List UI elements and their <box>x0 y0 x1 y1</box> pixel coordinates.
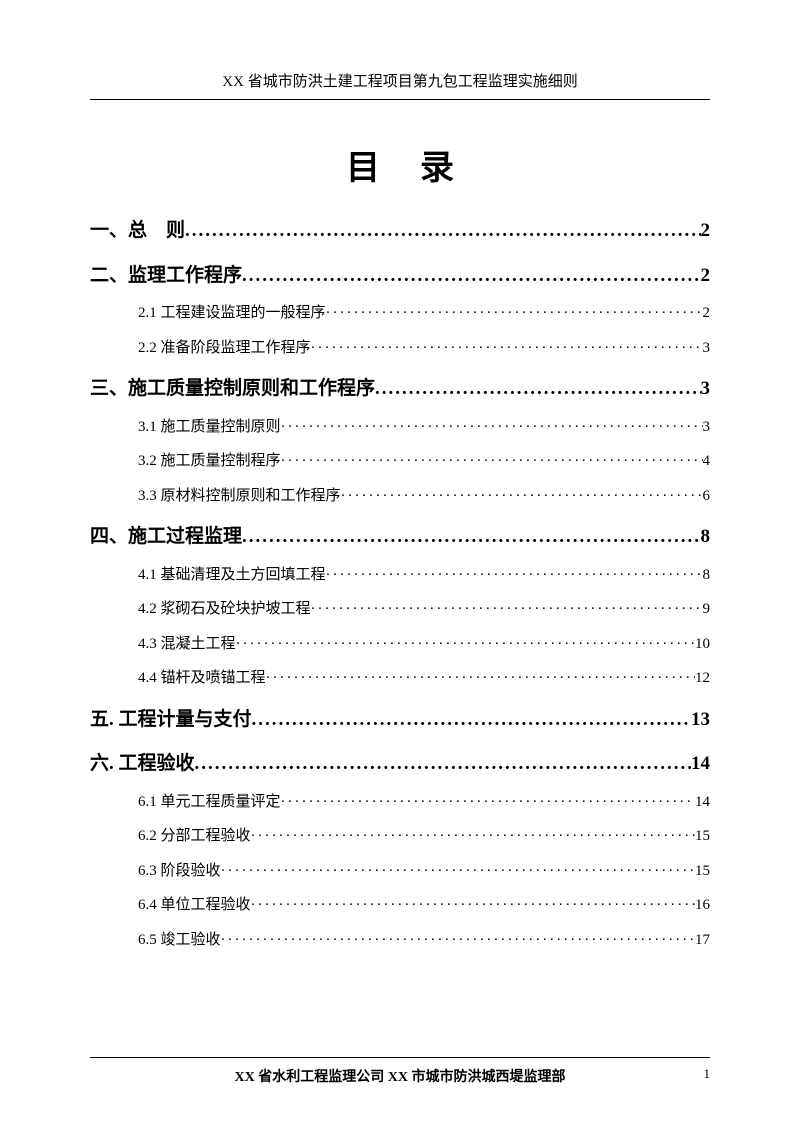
table-of-contents: 一、总 则 ..................................… <box>90 217 710 951</box>
toc-label: 3.3 原材料控制原则和工作程序 <box>138 485 341 508</box>
page-header: XX 省城市防洪土建工程项目第九包工程监理实施细则 <box>90 70 710 100</box>
toc-label: 6.4 单位工程验收 <box>138 894 251 917</box>
toc-leader: ········································… <box>326 564 703 587</box>
toc-section: 四、施工过程监理 ...............................… <box>90 523 710 552</box>
toc-page: 14 <box>691 750 710 779</box>
toc-leader: ........................................… <box>242 262 700 291</box>
footer-text: XX 省水利工程监理公司 XX 市城市防洪城西堤监理部 <box>235 1070 566 1085</box>
toc-label: 2.1 工程建设监理的一般程序 <box>138 302 326 325</box>
toc-subsection: 6.4 单位工程验收 ·····························… <box>138 894 710 917</box>
toc-subsection: 6.1 单元工程质量评定 ···························… <box>138 791 710 814</box>
toc-page: 16 <box>695 894 710 917</box>
toc-page: 15 <box>695 860 710 883</box>
toc-label: 3.2 施工质量控制程序 <box>138 450 281 473</box>
toc-leader: ········································… <box>281 416 703 439</box>
toc-label: 4.3 混凝土工程 <box>138 633 236 656</box>
toc-label: 二、监理工作程序 <box>90 262 242 291</box>
toc-page: 2 <box>701 217 711 246</box>
toc-subsection: 3.3 原材料控制原则和工作程序 ·······················… <box>138 485 710 508</box>
toc-section: 六. 工程验收 ................................… <box>90 750 710 779</box>
toc-page: 3 <box>701 375 711 404</box>
toc-leader: ........................................… <box>185 217 700 246</box>
toc-subsection: 4.2 浆砌石及砼块护坡工程 ·························… <box>138 598 710 621</box>
toc-subsection: 3.2 施工质量控制程序 ···························… <box>138 450 710 473</box>
toc-page: 15 <box>695 825 710 848</box>
toc-label: 4.4 锚杆及喷锚工程 <box>138 667 266 690</box>
toc-section: 二、监理工作程序 ...............................… <box>90 262 710 291</box>
toc-subsection: 6.5 竣工验收 ·······························… <box>138 929 710 952</box>
toc-section: 一、总 则 ..................................… <box>90 217 710 246</box>
toc-page: 9 <box>703 598 711 621</box>
toc-label: 2.2 准备阶段监理工作程序 <box>138 337 311 360</box>
toc-leader: ........................................… <box>195 750 691 779</box>
toc-leader: ········································… <box>281 450 703 473</box>
toc-leader: ········································… <box>341 485 703 508</box>
toc-leader: ········································… <box>221 860 695 883</box>
toc-subsection: 6.3 阶段验收 ·······························… <box>138 860 710 883</box>
toc-leader: ........................................… <box>252 706 691 735</box>
toc-leader: ········································… <box>236 633 695 656</box>
toc-page: 2 <box>701 262 711 291</box>
toc-subsection: 6.2 分部工程验收 ·····························… <box>138 825 710 848</box>
toc-leader: ········································… <box>251 894 695 917</box>
toc-page: 14 <box>695 791 710 814</box>
toc-label: 三、施工质量控制原则和工作程序 <box>90 375 375 404</box>
toc-title: 目录 <box>90 140 710 189</box>
toc-section: 三、施工质量控制原则和工作程序 ........................… <box>90 375 710 404</box>
toc-label: 一、总 则 <box>90 217 185 246</box>
toc-label: 6.3 阶段验收 <box>138 860 221 883</box>
toc-subsection: 2.2 准备阶段监理工作程序 ·························… <box>138 337 710 360</box>
toc-page: 3 <box>703 337 711 360</box>
toc-leader: ········································… <box>311 337 703 360</box>
toc-page: 10 <box>695 633 710 656</box>
toc-subsection: 4.3 混凝土工程 ······························… <box>138 633 710 656</box>
toc-section: 五. 工程计量与支付 .............................… <box>90 706 710 735</box>
toc-page: 17 <box>695 929 710 952</box>
toc-label: 4.2 浆砌石及砼块护坡工程 <box>138 598 311 621</box>
header-text: XX 省城市防洪土建工程项目第九包工程监理实施细则 <box>222 74 577 90</box>
toc-leader: ........................................… <box>375 375 700 404</box>
toc-label: 3.1 施工质量控制原则 <box>138 416 281 439</box>
toc-subsection: 4.1 基础清理及土方回填工程 ························… <box>138 564 710 587</box>
toc-page: 6 <box>703 485 711 508</box>
toc-label: 四、施工过程监理 <box>90 523 242 552</box>
toc-subsection: 4.4 锚杆及喷锚工程 ····························… <box>138 667 710 690</box>
toc-label: 4.1 基础清理及土方回填工程 <box>138 564 326 587</box>
toc-leader: ········································… <box>311 598 703 621</box>
toc-leader: ········································… <box>251 825 695 848</box>
toc-page: 2 <box>703 302 711 325</box>
toc-leader: ········································… <box>281 791 695 814</box>
toc-leader: ········································… <box>221 929 695 952</box>
toc-page: 8 <box>701 523 711 552</box>
toc-page: 8 <box>703 564 711 587</box>
toc-subsection: 3.1 施工质量控制原则 ···························… <box>138 416 710 439</box>
toc-label: 6.1 单元工程质量评定 <box>138 791 281 814</box>
page-footer: XX 省水利工程监理公司 XX 市城市防洪城西堤监理部 1 <box>90 1057 710 1086</box>
toc-subsection: 2.1 工程建设监理的一般程序 ························… <box>138 302 710 325</box>
toc-leader: ........................................… <box>242 523 700 552</box>
toc-page: 12 <box>695 667 710 690</box>
toc-label: 6.5 竣工验收 <box>138 929 221 952</box>
toc-page: 4 <box>703 450 711 473</box>
toc-label: 六. 工程验收 <box>90 750 195 779</box>
page-number: 1 <box>704 1066 711 1082</box>
toc-leader: ········································… <box>266 667 695 690</box>
toc-label: 6.2 分部工程验收 <box>138 825 251 848</box>
toc-leader: ········································… <box>326 302 703 325</box>
toc-page: 13 <box>691 706 710 735</box>
toc-page: 3 <box>703 416 711 439</box>
toc-label: 五. 工程计量与支付 <box>90 706 252 735</box>
